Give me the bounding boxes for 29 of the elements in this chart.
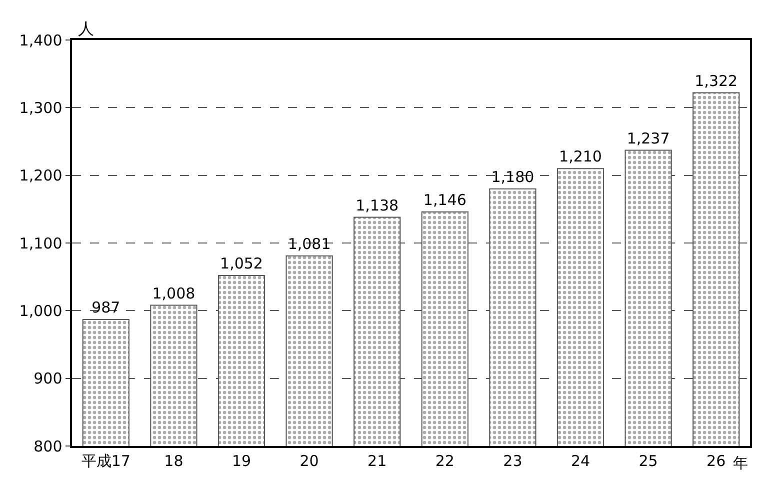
data-label: 987: [92, 298, 120, 316]
x-tick-label: 19: [232, 452, 252, 470]
data-label: 1,138: [356, 196, 399, 214]
x-tick-label: 21: [368, 452, 387, 470]
x-tick-label: 25: [638, 452, 658, 470]
x-tick-label: 22: [435, 452, 454, 470]
y-tick-label: 900: [34, 370, 62, 388]
data-label: 1,210: [559, 148, 602, 166]
y-tick-label: 1,000: [19, 302, 62, 320]
y-tick-label: 800: [34, 437, 62, 456]
x-tick-label: 18: [164, 452, 184, 470]
data-label: 1,146: [423, 190, 466, 209]
y-tick-label: 1,400: [19, 31, 62, 50]
y-tick-label: 1,100: [19, 234, 62, 252]
x-axis-title: 年: [733, 454, 748, 472]
x-tick-label: 24: [570, 452, 590, 470]
data-label: 1,081: [288, 234, 331, 253]
data-label: 1,180: [491, 168, 534, 186]
x-tick-label: 23: [503, 452, 522, 470]
y-tick-label: 1,200: [19, 166, 62, 185]
data-label: 1,052: [220, 254, 263, 272]
y-axis-title: 人: [78, 19, 94, 38]
x-tick-label: 26: [706, 452, 726, 470]
x-tick-label: 平成17: [81, 452, 130, 470]
data-label: 1,008: [152, 284, 196, 302]
y-tick-label: 1,300: [19, 98, 62, 117]
data-label: 1,322: [694, 72, 738, 90]
data-label: 1,237: [626, 129, 670, 148]
x-tick-label: 20: [300, 452, 319, 470]
